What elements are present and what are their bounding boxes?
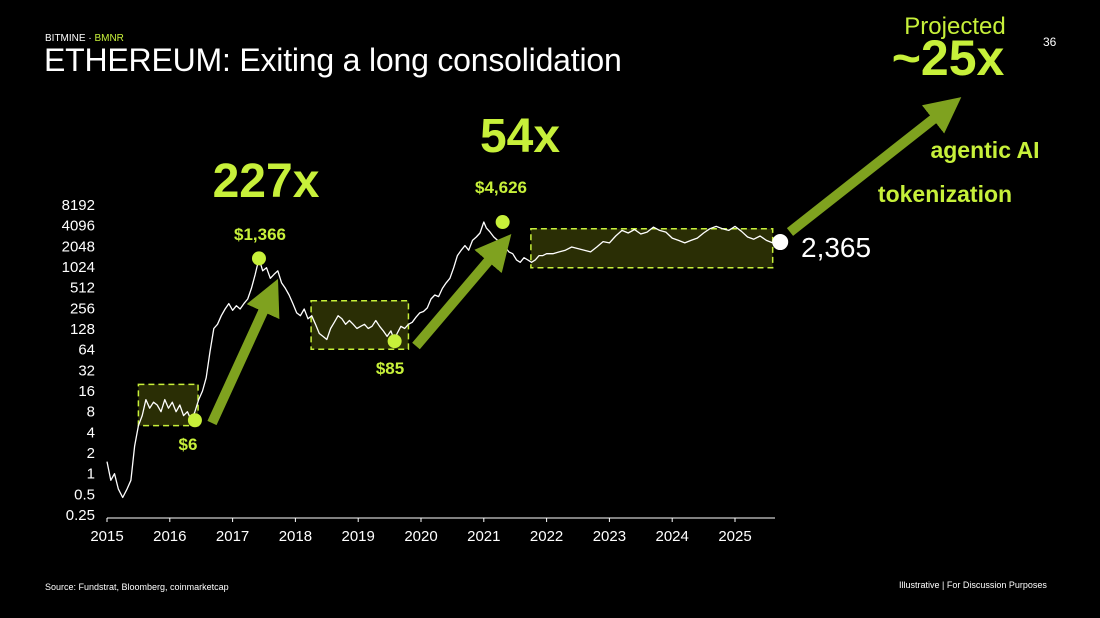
x-tick-label: 2018 (279, 528, 312, 545)
y-tick-label: 0.5 (74, 486, 95, 503)
y-tick-label: 0.25 (66, 507, 95, 524)
page-title: ETHEREUM: Exiting a long consolidation (44, 42, 622, 78)
brand-header: BITMINE · BMNR (45, 33, 124, 44)
price-point-label: $85 (376, 359, 404, 378)
x-tick-label: 2022 (530, 528, 563, 545)
price-point-marker (251, 251, 266, 266)
price-point-label: $6 (179, 435, 198, 454)
growth-arrow (786, 97, 962, 236)
projected-multiple: ~25x (892, 30, 1005, 86)
price-point-label: $1,366 (234, 225, 286, 244)
y-tick-label: 64 (78, 342, 95, 359)
projected-label: Projected (904, 13, 1005, 40)
y-tick-label: 512 (70, 280, 95, 297)
y-tick-label: 4 (87, 424, 95, 441)
price-line (106, 221, 777, 499)
driver-label: agentic AI (930, 137, 1039, 163)
driver-label: tokenization (878, 181, 1012, 207)
y-tick-label: 32 (78, 362, 95, 379)
growth-arrow (412, 234, 512, 350)
x-tick-label: 2020 (404, 528, 437, 545)
y-tick-label: 2 (87, 445, 95, 462)
x-tick-label: 2019 (342, 528, 375, 545)
multiple-label: 54x (480, 110, 560, 163)
price-point-marker (387, 334, 402, 349)
page-number: 36 (1043, 35, 1057, 49)
multiple-label: 227x (213, 155, 320, 208)
y-tick-label: 1024 (62, 259, 95, 276)
y-tick-label: 1 (87, 466, 95, 483)
current-price-label: 2,365 (801, 232, 871, 263)
y-tick-label: 16 (78, 383, 95, 400)
y-tick-label: 128 (70, 321, 95, 338)
brand-ticker: BMNR (94, 33, 124, 44)
x-tick-label: 2016 (153, 528, 186, 545)
x-tick-label: 2015 (90, 528, 123, 545)
y-tick-label: 8 (87, 404, 95, 421)
y-tick-label: 256 (70, 300, 95, 317)
price-point-label: $4,626 (475, 178, 527, 197)
consolidation-box (530, 227, 774, 269)
y-tick-label: 8192 (62, 197, 95, 214)
y-tick-label: 2048 (62, 238, 95, 255)
x-tick-label: 2024 (656, 528, 689, 545)
x-tick-label: 2023 (593, 528, 626, 545)
source-note: Source: Fundstrat, Bloomberg, coinmarket… (45, 582, 229, 592)
growth-arrow (207, 278, 280, 426)
price-point-marker (495, 215, 510, 230)
y-tick-label: 4096 (62, 218, 95, 235)
x-tick-label: 2017 (216, 528, 249, 545)
x-tick-label: 2025 (718, 528, 751, 545)
x-tick-label: 2021 (467, 528, 500, 545)
price-point-marker (187, 413, 202, 428)
brand-prefix: BITMINE · (45, 33, 95, 44)
disclaimer-note: Illustrative | For Discussion Purposes (899, 580, 1047, 590)
current-price-marker (772, 234, 789, 251)
